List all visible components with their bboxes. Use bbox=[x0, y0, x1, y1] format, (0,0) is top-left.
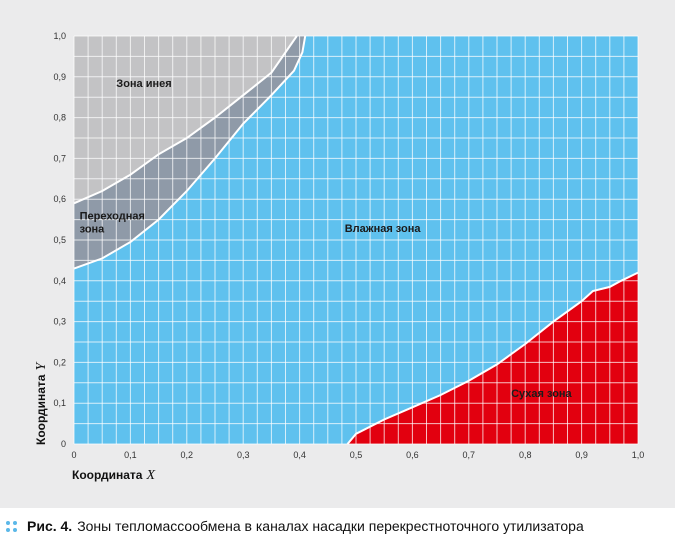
x-tick-label: 0,3 bbox=[237, 450, 250, 460]
frost-zone-area bbox=[74, 36, 297, 204]
y-tick-label: 0,8 bbox=[53, 113, 66, 123]
zone-label: Влажная зона bbox=[345, 223, 422, 235]
y-tick-label: 0,7 bbox=[53, 153, 66, 163]
x-axis-title-text: Координата bbox=[72, 468, 143, 482]
y-tick-label: 1,0 bbox=[53, 31, 66, 41]
frost-boundary-line bbox=[73, 35, 298, 205]
x-tick-label: 0,5 bbox=[350, 450, 363, 460]
x-axis-variable: X bbox=[145, 468, 155, 483]
dry-boundary-line bbox=[346, 271, 639, 445]
y-tick-label: 0,5 bbox=[53, 235, 66, 245]
x-tick-label: 0,7 bbox=[463, 450, 476, 460]
zone-label: Переходная зона bbox=[80, 211, 145, 236]
x-tick-label: 0,4 bbox=[293, 450, 306, 460]
y-axis-title-text: Координата bbox=[34, 374, 48, 445]
transition-boundary-line bbox=[73, 35, 307, 270]
x-tick-labels: 0 0,1 0,2 0,3 0,4 0,5 0,6 0,7 0,8 0,9 1,0 bbox=[71, 450, 644, 460]
zone-labels: Влажная зона Зона инея Переходная зона Сухая… bbox=[80, 78, 573, 400]
y-tick-label: 0,1 bbox=[53, 398, 66, 408]
y-tick-label: 0,6 bbox=[53, 194, 66, 204]
zone-label: Сухая зона bbox=[511, 388, 572, 400]
x-tick-label: 0,1 bbox=[124, 450, 137, 460]
y-tick-label: 0,9 bbox=[53, 72, 66, 82]
grid-lines bbox=[73, 35, 639, 445]
x-tick-label: 0,6 bbox=[406, 450, 419, 460]
y-tick-label: 0,2 bbox=[53, 357, 66, 367]
x-tick-label: 0,2 bbox=[181, 450, 194, 460]
x-tick-label: 1,0 bbox=[632, 450, 645, 460]
dry-zone-area bbox=[347, 272, 638, 444]
zone-chart: 0 0,1 0,2 0,3 0,4 0,5 0,6 0,7 0,8 0,9 1,0 00,10,20… bbox=[34, 31, 644, 483]
y-axis-title: Координата Y bbox=[34, 361, 49, 445]
caption-text: Зоны тепломассообмена в каналах насадки … bbox=[77, 518, 584, 534]
y-tick-label: 0,3 bbox=[53, 317, 66, 327]
zone-label: Зона инея bbox=[116, 78, 171, 90]
x-tick-label: 0 bbox=[71, 450, 76, 460]
y-axis-variable: Y bbox=[34, 361, 49, 371]
x-tick-label: 0,8 bbox=[519, 450, 532, 460]
x-axis-title: Координата X bbox=[72, 468, 155, 483]
figure-caption: Рис. 4. Зоны тепломассообмена в каналах … bbox=[6, 515, 671, 537]
x-tick-label: 0,9 bbox=[575, 450, 588, 460]
y-tick-labels: 0 0,1 0,2 0,3 0,4 0,5 0,6 0,7 0,8 0,9 1,0 bbox=[53, 31, 66, 449]
y-tick-label: 0 bbox=[61, 439, 66, 449]
caption-label: Рис. 4. bbox=[27, 518, 73, 534]
y-tick-label: 0,4 bbox=[53, 276, 66, 286]
caption-bullet-icon bbox=[6, 520, 17, 532]
